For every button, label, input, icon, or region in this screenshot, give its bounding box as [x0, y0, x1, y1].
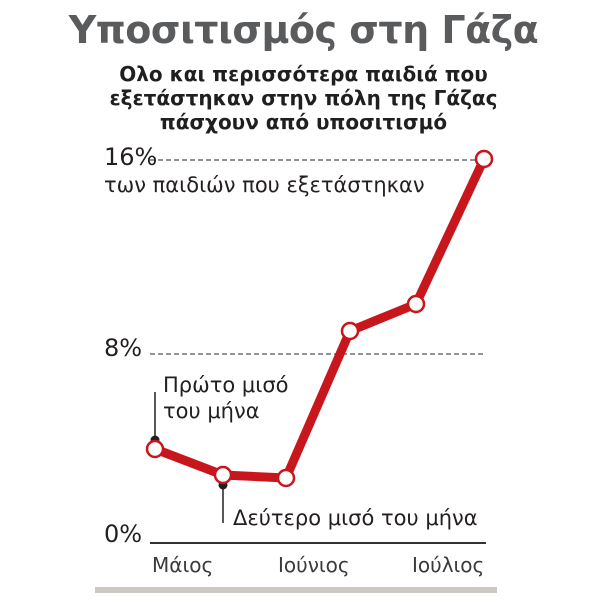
- chart-title: Υποσιτισμός στη Γάζα: [68, 8, 539, 52]
- bottom-bar: [95, 587, 497, 593]
- y-tick-0: 0%: [104, 520, 143, 548]
- data-point: [145, 439, 165, 459]
- chart-subtitle: Ολο και περισσότερα παιδιά που εξετάστηκ…: [0, 62, 607, 134]
- annotation-line: του μήνα: [163, 399, 260, 423]
- y-unit-label: των παιδιών που εξετάστηκαν: [104, 173, 425, 197]
- subtitle-line: πάσχουν από υποσιτισμό: [159, 110, 448, 134]
- subtitle-line: εξετάστηκαν στην πόλη της Γάζας: [109, 86, 498, 110]
- x-tick-may: Μάιος: [152, 553, 214, 577]
- subtitle-line: Ολο και περισσότερα παιδιά που: [119, 62, 488, 86]
- data-line: [153, 157, 489, 483]
- first-half-annotation: Πρώτο μισό του μήνα: [163, 372, 289, 424]
- data-points: [145, 149, 494, 488]
- x-tick-june: Ιούνιος: [278, 553, 350, 577]
- data-point: [474, 149, 494, 169]
- annotation-line: Πρώτο μισό: [163, 373, 289, 397]
- second-half-annotation: Δεύτερο μισό του μήνα: [233, 506, 478, 530]
- data-point: [406, 294, 426, 314]
- data-point: [213, 465, 233, 485]
- data-point: [276, 468, 296, 488]
- y-tick-16: 16%: [104, 143, 158, 171]
- data-point: [340, 321, 360, 341]
- y-tick-8: 8%: [104, 334, 143, 362]
- x-tick-july: Ιούλιος: [412, 553, 485, 577]
